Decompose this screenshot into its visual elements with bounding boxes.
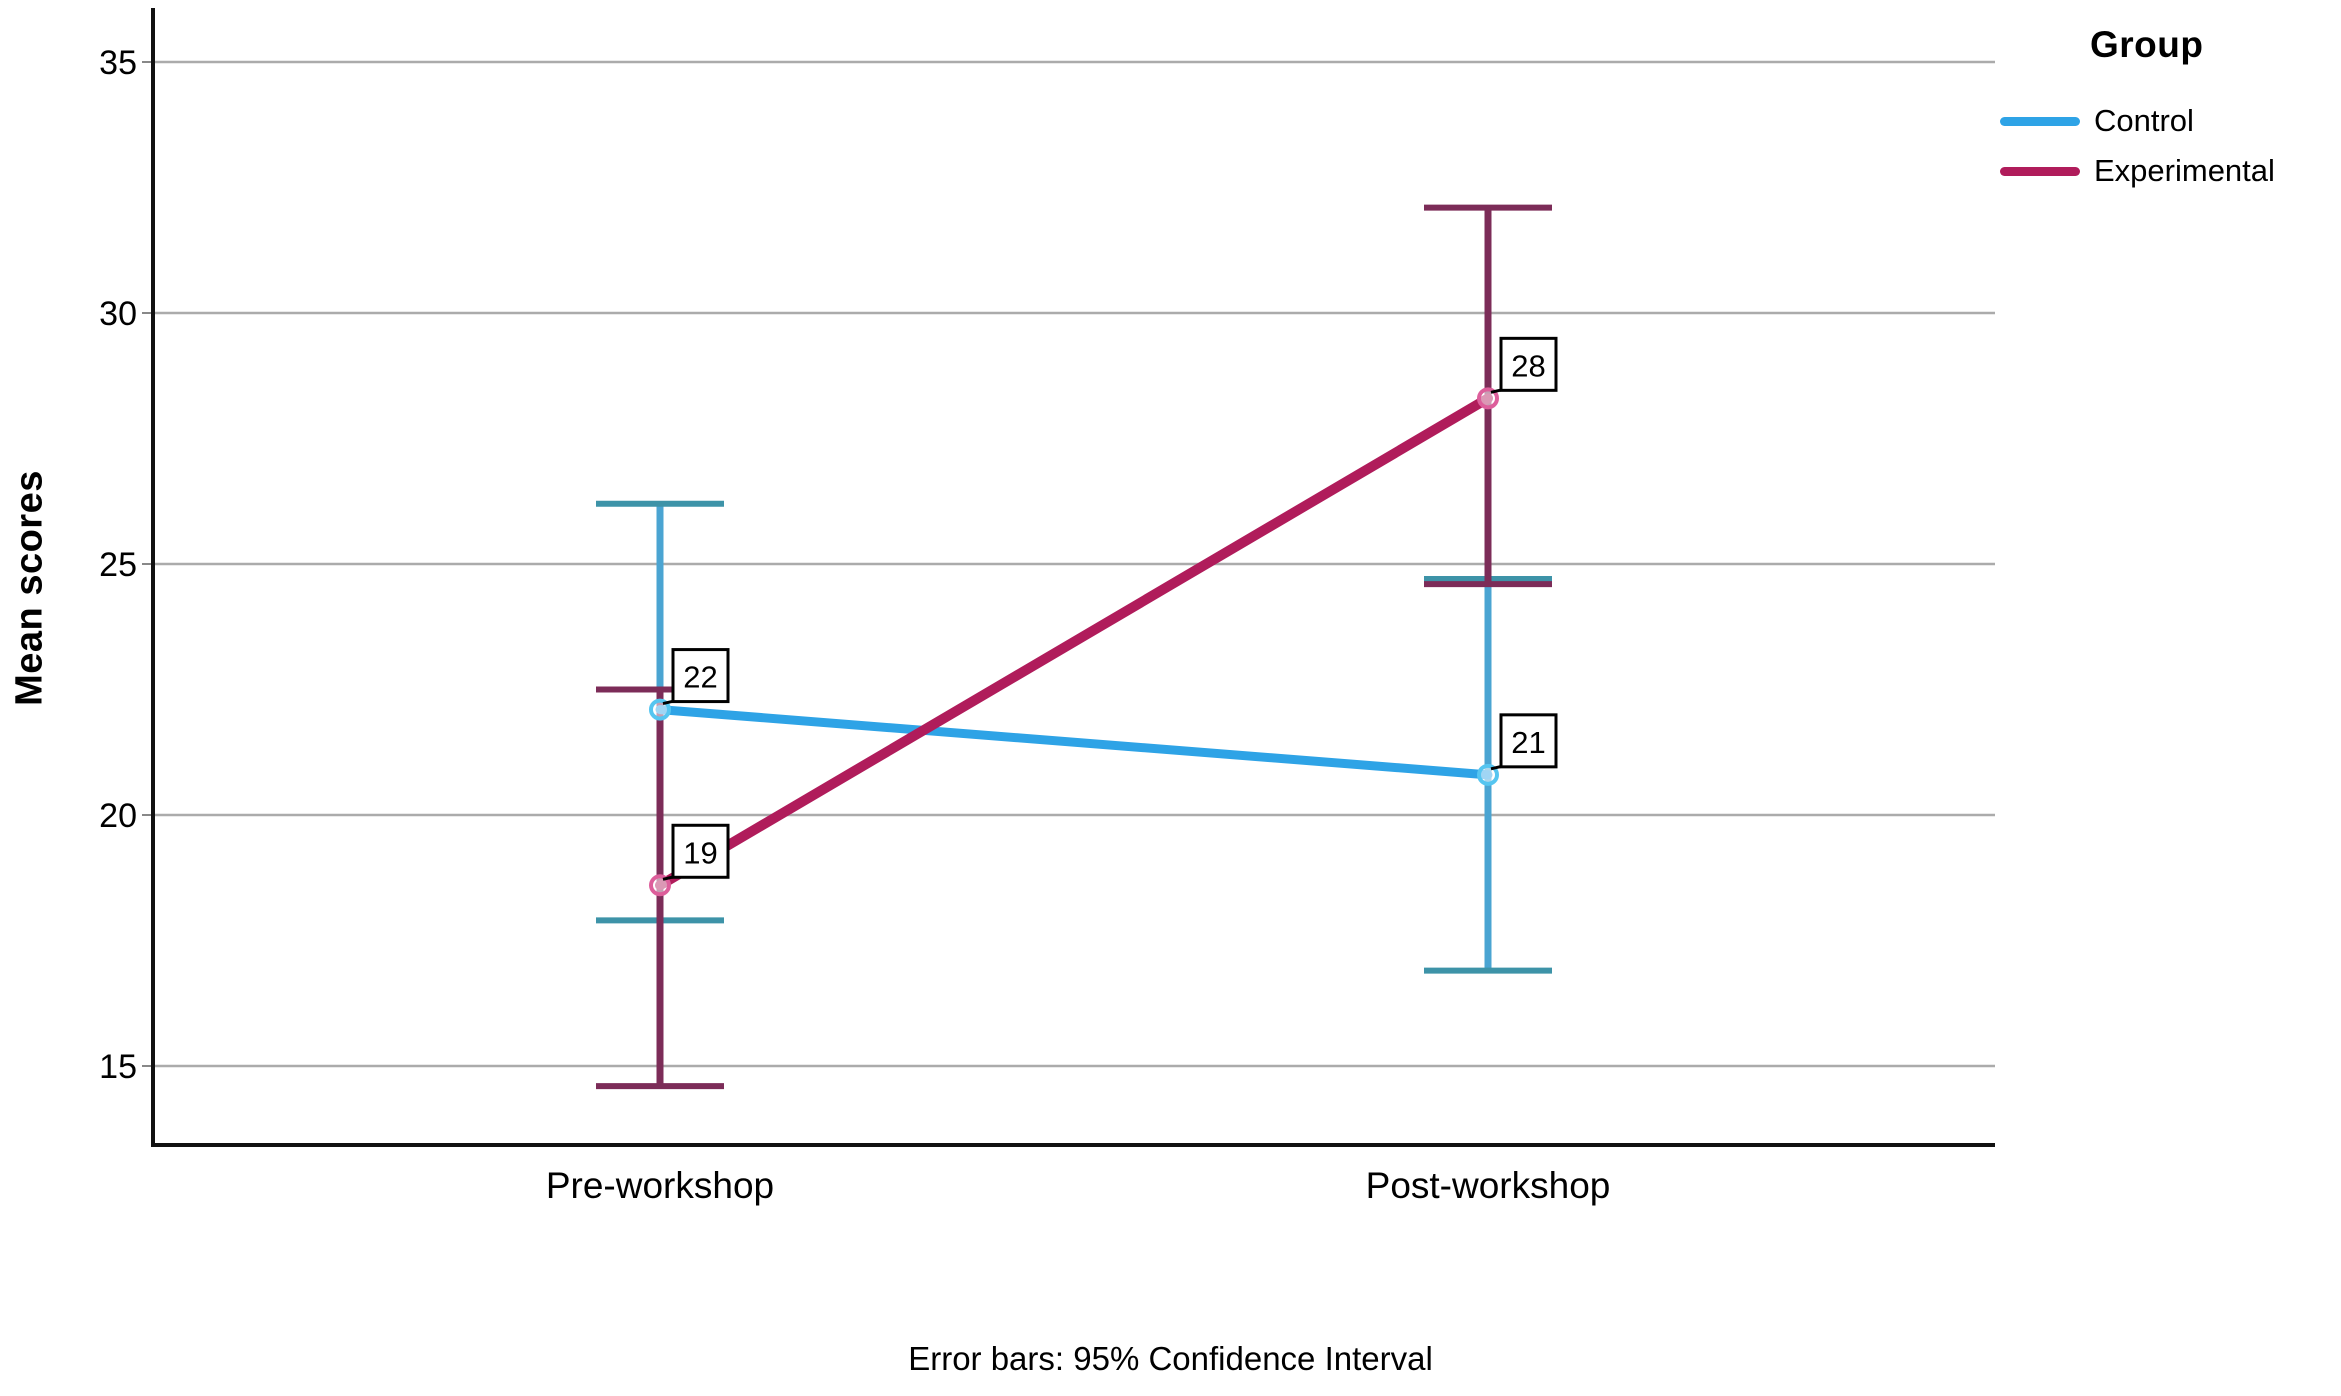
point-label-box: [1499, 336, 1558, 392]
data-point-marker-experimental: [649, 874, 671, 897]
point-label-experimental: 19: [683, 835, 717, 870]
point-label-experimental: 28: [1511, 348, 1545, 383]
legend-swatch-control: [2000, 116, 2080, 126]
x-category-label: Post-workshop: [1366, 1165, 1611, 1206]
legend-item-experimental: Experimental: [2000, 146, 2340, 196]
y-tick-label: 20: [99, 797, 137, 835]
y-tick-label: 15: [99, 1048, 137, 1086]
y-tick-label: 30: [99, 295, 137, 333]
legend-label-control: Control: [2094, 103, 2194, 138]
legend: Group Control Experimental: [2000, 24, 2340, 196]
series-line-control: [655, 705, 1493, 780]
point-label-box: [1499, 713, 1558, 769]
point-label-control: 22: [683, 660, 717, 695]
point-label-control: 21: [1511, 725, 1545, 760]
y-axis-title: Mean scores: [8, 470, 51, 706]
data-point-marker-experimental: [1477, 387, 1499, 410]
legend-title: Group: [2090, 24, 2204, 65]
point-label-box: [671, 823, 730, 879]
legend-entries: Control Experimental: [2000, 96, 2340, 196]
data-point-marker-control: [649, 698, 671, 721]
data-point-marker-control: [1477, 763, 1499, 786]
error-bars-caption: Error bars: 95% Confidence Interval: [908, 1340, 1433, 1377]
x-category-label: Pre-workshop: [546, 1165, 774, 1206]
legend-label-experimental: Experimental: [2094, 153, 2275, 188]
legend-item-control: Control: [2000, 96, 2340, 146]
series-line-experimental: [655, 393, 1493, 891]
point-label-box: [671, 648, 730, 704]
legend-swatch-experimental: [2000, 166, 2080, 176]
y-tick-label: 25: [99, 546, 137, 584]
y-tick-label: 35: [99, 44, 137, 82]
